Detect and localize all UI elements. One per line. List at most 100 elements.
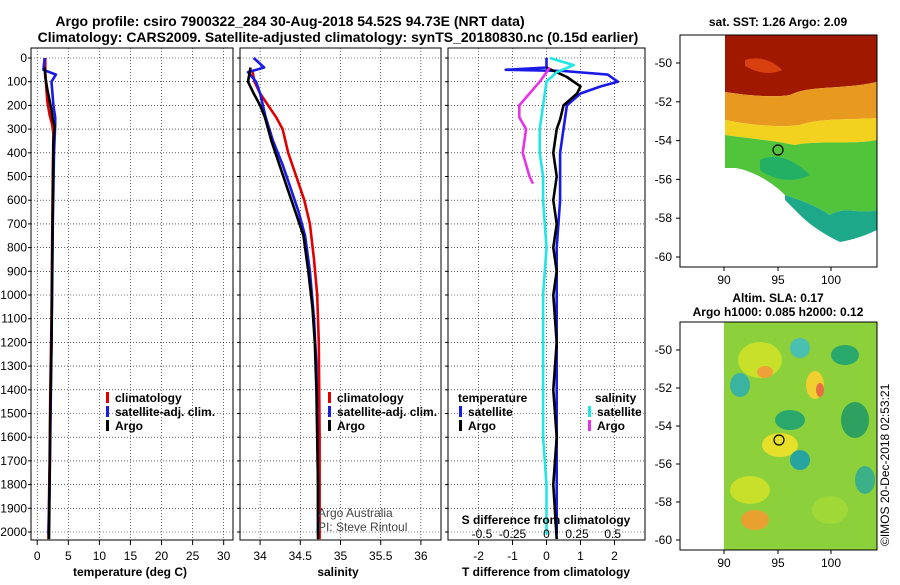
- x-tick-label: 30: [217, 549, 231, 563]
- depth-axis: 0 100 200 300 400 500 600 700 800 900 1000 1100 1200…: [0, 51, 448, 539]
- legend-swatch: [106, 392, 109, 403]
- legend-label: Argo: [337, 419, 365, 433]
- temperature-lines: [42, 57, 58, 540]
- x-tick-top-label: -0.25: [499, 527, 527, 541]
- temperature-panel: 0 5 10 15 20 25 30 temperature (deg C) climato…: [30, 47, 234, 579]
- temperature-xticks: 0 5 10 15 20 25 30: [34, 540, 231, 563]
- sla-title-1: Altim. SLA: 0.17: [732, 291, 824, 305]
- x-tick-label: 20: [155, 549, 169, 563]
- depth-tick-label: 700: [7, 217, 27, 231]
- legend-swatch: [588, 420, 591, 431]
- series-line-salinity-argo: [517, 66, 551, 185]
- series-line-salinity-satellite: [538, 56, 576, 535]
- depth-tick-label: 500: [7, 170, 27, 184]
- depth-tick-label: 200: [7, 98, 27, 112]
- legend-label: Argo: [115, 419, 143, 433]
- depth-tick-label: 1500: [0, 407, 27, 421]
- depth-tick-label: 1100: [1, 312, 27, 326]
- x-tick-top-label: 0.5: [604, 527, 621, 541]
- x-tick-label: -1: [507, 549, 518, 563]
- x-tick-label: -2: [473, 549, 484, 563]
- series-line-argo: [43, 67, 56, 540]
- legend-label: satellite-adj. clim.: [337, 405, 437, 419]
- depth-tick-label: 1800: [0, 478, 27, 492]
- map-y-label: -52: [655, 381, 673, 395]
- map-y-label: -60: [655, 250, 673, 264]
- temperature-frame: [30, 47, 234, 541]
- map-y-label: -54: [655, 134, 673, 148]
- x-tick-label: 2: [611, 549, 618, 563]
- salinity-lines: [246, 57, 321, 540]
- legend-label: satellite: [468, 405, 513, 419]
- map-y-label: -56: [655, 172, 673, 186]
- map-x-label: 90: [717, 273, 731, 287]
- legend-label: climatology: [115, 391, 182, 405]
- pi-annotation: PI: Steve Rintoul: [318, 520, 407, 534]
- sla-yticks: -50 -52 -54 -56 -58 -60: [655, 343, 680, 547]
- map-x-label: 95: [771, 556, 785, 570]
- series-line-argo: [246, 67, 320, 540]
- depth-tick-label: 400: [7, 146, 27, 160]
- depth-tick-label: 1000: [0, 288, 27, 302]
- sst-xticks: 90 95 100: [717, 267, 841, 287]
- difference-xticks: -2 -1 0 1 2: [473, 540, 618, 563]
- map-x-label: 100: [821, 556, 841, 570]
- depth-tick-label: 2000: [0, 525, 27, 539]
- x-tick-label: 34.5: [289, 549, 313, 563]
- sla-title-2: Argo h1000: 0.085 h2000: 0.12: [693, 305, 864, 319]
- difference-lines: [504, 56, 620, 540]
- x-tick-label: 34: [253, 549, 267, 563]
- map-y-label: -58: [655, 495, 673, 509]
- depth-tick-label: 1700: [0, 454, 27, 468]
- legend-label: satellite-adj. clim.: [115, 405, 215, 419]
- legend-swatch: [459, 406, 462, 417]
- map-y-label: -58: [655, 211, 673, 225]
- depth-tick-label: 1600: [0, 430, 27, 444]
- map-y-label: -56: [655, 457, 673, 471]
- x-tick-top-label: -0.5: [472, 527, 493, 541]
- depth-tick-label: 1200: [0, 335, 27, 349]
- map-y-label: -60: [655, 533, 673, 547]
- map-y-label: -52: [655, 95, 673, 109]
- x-tick-label: 25: [186, 549, 200, 563]
- x-tick-label: 36: [414, 549, 428, 563]
- sst-image: [680, 35, 877, 267]
- legend-swatch: [106, 406, 109, 417]
- argo-australia-annotation: Argo Australia: [318, 506, 393, 520]
- legend-swatch: [459, 420, 462, 431]
- x-tick-top-label: 0: [543, 527, 550, 541]
- series-line-temperature-argo: [545, 66, 582, 540]
- series-line-climatology: [250, 69, 321, 540]
- depth-tick-label: 0: [20, 51, 27, 65]
- legend-label: satellite: [597, 405, 642, 419]
- map-y-label: -50: [655, 56, 673, 70]
- x-tick-label: 35: [334, 549, 348, 563]
- map-y-label: -54: [655, 419, 673, 433]
- temperature-xlabel: temperature (deg C): [73, 565, 187, 579]
- salinity-xticks: 34 34.5 35 35.5 36: [253, 540, 428, 563]
- sst-map-panel: sat. SST: 1.26 Argo: 2.09 -50-52-54-56-5…: [655, 15, 878, 287]
- depth-tick-label: 1900: [0, 501, 27, 515]
- legend-swatch: [588, 406, 591, 417]
- legend-temperature-title: temperature: [458, 391, 528, 405]
- sla-xticks: 90 95 100: [717, 550, 841, 570]
- depth-tick-label: 600: [7, 193, 27, 207]
- difference-grid: [448, 48, 645, 540]
- argo-float-marker-sla: [773, 434, 785, 446]
- depth-tick-label: 800: [7, 241, 27, 255]
- sla-image: [680, 322, 877, 550]
- salinity-panel: 34 34.5 35 35.5 36 salinity climatologysatel…: [239, 47, 442, 579]
- salinity-xlabel: salinity: [317, 565, 359, 579]
- map-x-label: 95: [771, 273, 785, 287]
- series-line-temperature-satellite: [504, 58, 620, 535]
- x-tick-label: 15: [124, 549, 138, 563]
- difference-panel: -2 -1 0 1 2 -0.5 -0.25 0 0.25 0.5 S difference f…: [447, 47, 646, 579]
- argo-float-marker: [772, 144, 784, 156]
- x-tick-label: 0: [543, 549, 550, 563]
- legend-salinity-title: salinity: [595, 391, 637, 405]
- legend-label: Argo: [468, 419, 496, 433]
- temperature-grid: [31, 48, 233, 540]
